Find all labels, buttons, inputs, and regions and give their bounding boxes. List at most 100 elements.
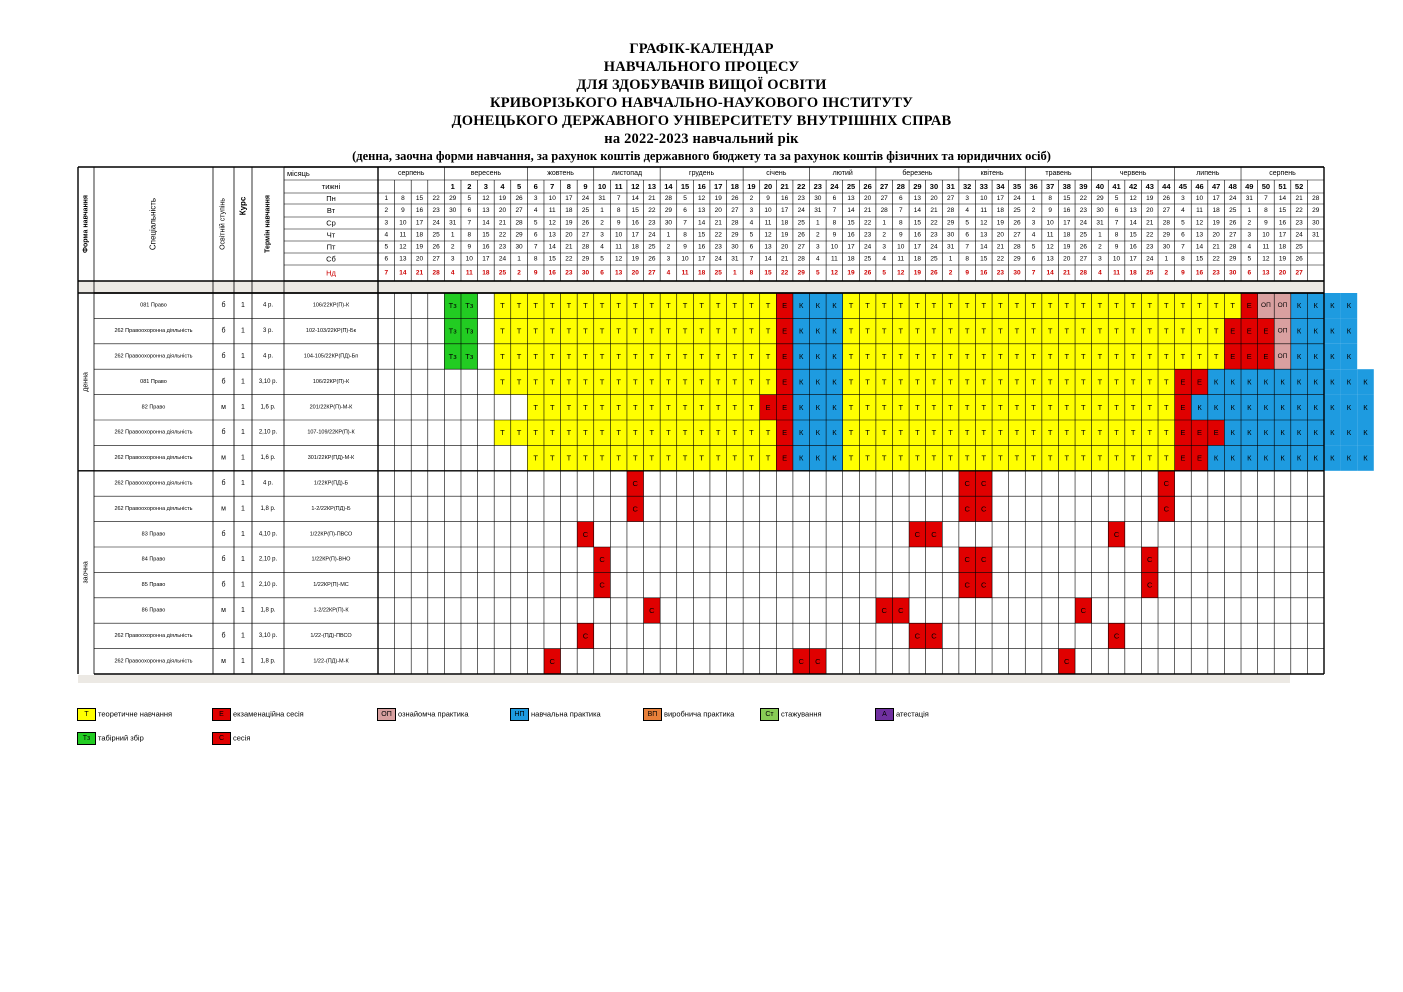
activity-cell — [1108, 420, 1125, 446]
activity-cell — [1257, 394, 1275, 420]
activity-code: Т — [1164, 403, 1169, 412]
day-number: 28 — [798, 256, 806, 263]
month-label: жовтень — [547, 170, 574, 177]
day-number: 21 — [1213, 244, 1221, 251]
activity-code: Е — [766, 403, 771, 412]
day-number: 16 — [914, 232, 922, 239]
activity-cell — [743, 420, 760, 446]
day-number: 2 — [882, 232, 886, 239]
activity-code: К — [1347, 377, 1352, 386]
activity-cell — [693, 293, 710, 319]
activity-cell — [992, 420, 1009, 446]
activity-cell — [909, 445, 926, 471]
activity-code: Т — [865, 352, 870, 361]
activity-code: Т — [1164, 301, 1169, 310]
day-number: 5 — [467, 195, 471, 202]
day-number: 29 — [515, 232, 523, 239]
day-number: 4 — [451, 270, 455, 277]
activity-code: Т — [1131, 403, 1136, 412]
day-number: 12 — [482, 195, 490, 202]
day-number: 11 — [400, 232, 407, 239]
activity-code: Т — [965, 352, 970, 361]
day-number: 28 — [665, 195, 673, 202]
activity-code: Т — [699, 403, 704, 412]
week-number: 20 — [764, 182, 772, 191]
activity-code: Т — [600, 454, 605, 463]
activity-code: Т — [981, 301, 986, 310]
day-number: 7 — [1115, 220, 1119, 227]
activity-code: Т — [948, 301, 953, 310]
activity-code: Т — [666, 352, 671, 361]
activity-code: С — [981, 479, 987, 488]
week-number: 30 — [930, 182, 938, 191]
activity-cell — [1058, 420, 1076, 446]
activity-cell — [1307, 420, 1324, 446]
activity-code: Т — [749, 327, 754, 336]
activity-cell — [1324, 343, 1341, 370]
activity-code: С — [1064, 657, 1070, 666]
activity-code: Т — [666, 428, 671, 437]
activity-cell — [1174, 369, 1192, 395]
activity-code: К — [1264, 403, 1269, 412]
day-number: 4 — [600, 244, 604, 251]
activity-code: Т — [1181, 327, 1186, 336]
activity-cell — [1008, 394, 1026, 420]
day-name: Вт — [327, 206, 336, 215]
activity-code: Т — [616, 454, 621, 463]
activity-code: Е — [1197, 428, 1202, 437]
day-number: 11 — [831, 256, 838, 263]
day-number: 21 — [715, 220, 723, 227]
activity-code: Т — [1064, 377, 1069, 386]
day-number: 21 — [864, 207, 872, 214]
activity-cell — [577, 369, 594, 395]
activity-cell — [577, 394, 594, 420]
activity-cell — [842, 445, 860, 471]
row-course: 1 — [241, 582, 245, 589]
activity-code: С — [1114, 530, 1120, 539]
row-term: 1,6 р. — [260, 404, 275, 410]
legend-label: стажування — [781, 709, 822, 719]
day-number: 23 — [864, 232, 872, 239]
activity-code: К — [1347, 301, 1352, 310]
week-number: 3 — [484, 182, 488, 191]
day-number: 26 — [1163, 195, 1171, 202]
header-degree: Освітній ступінь — [219, 198, 227, 250]
activity-cell — [1075, 293, 1092, 319]
day-number: 25 — [930, 256, 938, 263]
activity-cell — [1290, 445, 1308, 471]
activity-code: Т — [1064, 428, 1069, 437]
day-number: 20 — [1279, 270, 1287, 277]
activity-code: Т — [633, 454, 638, 463]
day-number: 22 — [997, 256, 1005, 263]
activity-cell — [892, 420, 910, 446]
day-number: 26 — [930, 270, 938, 277]
activity-code: Т — [500, 327, 505, 336]
activity-code: С — [964, 479, 970, 488]
activity-code: Т — [998, 454, 1003, 463]
month-label: серпень — [1269, 170, 1296, 177]
activity-code: К — [1297, 428, 1302, 437]
activity-cell — [1324, 293, 1341, 319]
activity-code: Т — [699, 454, 704, 463]
activity-code: Т — [600, 352, 605, 361]
activity-code: Т — [1081, 454, 1086, 463]
activity-code: К — [816, 428, 821, 437]
activity-cell — [1224, 394, 1242, 420]
week-number: 17 — [714, 182, 722, 191]
activity-code: Т — [1197, 352, 1202, 361]
month-label: квітень — [981, 169, 1004, 177]
activity-code: Т — [1164, 352, 1169, 361]
legend-swatch: НП — [510, 708, 529, 721]
day-number: 7 — [1181, 244, 1185, 251]
activity-code: Т — [1214, 327, 1219, 336]
day-number: 10 — [466, 256, 474, 263]
activity-code: Т — [965, 454, 970, 463]
activity-cell — [809, 394, 827, 420]
week-number: 31 — [946, 182, 954, 191]
row-course: 1 — [241, 328, 245, 335]
activity-code: Т — [981, 327, 986, 336]
activity-cell — [643, 318, 661, 344]
activity-code: Т — [749, 301, 754, 310]
activity-code: Т — [998, 377, 1003, 386]
activity-cell — [759, 293, 777, 319]
